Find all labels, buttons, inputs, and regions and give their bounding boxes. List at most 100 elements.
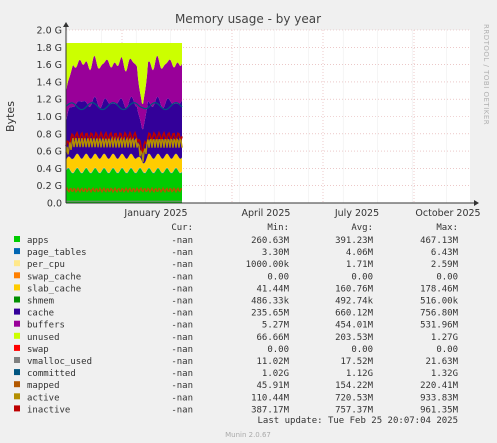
legend-min-vmalloc_used: 11.02M <box>256 357 289 367</box>
legend-header-min: Min: <box>267 223 289 233</box>
legend-swatch-swap_cache <box>14 272 20 279</box>
legend-header-cur: Cur: <box>171 223 193 233</box>
legend-swatch-apps <box>14 236 20 242</box>
legend-max-active: 933.83M <box>420 393 459 403</box>
legend-name-committed: committed <box>27 369 76 379</box>
last-update: Last update: Tue Feb 25 20:07:04 2025 <box>258 416 458 426</box>
legend-avg-per_cpu: 1.71M <box>346 260 374 270</box>
legend-swatch-shmem <box>14 296 20 303</box>
legend-max-cache: 756.80M <box>420 309 459 319</box>
y-tick-label: 1.8 G <box>37 43 63 54</box>
legend-name-buffers: buffers <box>27 321 65 331</box>
legend-avg-mapped: 154.22M <box>335 381 374 391</box>
y-axis-arrow <box>63 22 69 27</box>
legend-swatch-committed <box>14 369 20 376</box>
x-tick-label: April 2025 <box>242 208 291 219</box>
y-tick-label: 1.4 G <box>37 77 63 88</box>
legend-avg-swap_cache: 0.00 <box>351 272 373 282</box>
y-tick-label: 0.2 G <box>37 181 63 192</box>
legend-swatch-per_cpu <box>14 260 20 267</box>
legend-swatch-unused <box>14 332 20 339</box>
x-tick-label: January 2025 <box>123 208 187 219</box>
legend-name-cache: cache <box>27 309 54 319</box>
y-tick-label: 1.0 G <box>37 112 63 123</box>
legend-avg-committed: 1.12G <box>346 369 373 379</box>
legend-name-swap_cache: swap_cache <box>27 272 81 282</box>
legend-avg-vmalloc_used: 17.52M <box>340 357 373 367</box>
legend-cur-active: -nan <box>171 393 193 403</box>
legend-max-unused: 1.27G <box>431 333 458 343</box>
legend-max-inactive: 961.35M <box>420 405 459 415</box>
legend-swatch-mapped <box>14 381 20 388</box>
y-tick-label: 0.4 G <box>37 164 63 175</box>
legend-max-per_cpu: 2.59M <box>431 260 459 270</box>
legend-avg-buffers: 454.01M <box>335 321 374 331</box>
unused-area <box>66 42 182 105</box>
legend-header-max: Max: <box>436 223 458 233</box>
legend-avg-slab_cache: 160.76M <box>335 284 374 294</box>
legend-swatch-inactive <box>14 405 20 412</box>
legend-name-page_tables: page_tables <box>27 248 87 258</box>
legend-max-page_tables: 6.43M <box>431 248 459 258</box>
legend-cur-apps: -nan <box>171 236 193 246</box>
y-tick-label: 1.2 G <box>37 95 63 106</box>
legend-min-buffers: 5.27M <box>262 321 290 331</box>
x-tick-label: July 2025 <box>334 208 379 219</box>
legend-name-unused: unused <box>27 333 60 343</box>
legend-max-vmalloc_used: 21.63M <box>425 357 458 367</box>
legend-cur-inactive: -nan <box>171 405 193 415</box>
legend-name-slab_cache: slab_cache <box>27 284 81 294</box>
legend-max-buffers: 531.96M <box>420 321 459 331</box>
chart-title: Memory usage - by year <box>175 12 321 26</box>
legend-min-active: 110.44M <box>251 393 290 403</box>
legend-cur-vmalloc_used: -nan <box>171 357 193 367</box>
legend-name-apps: apps <box>27 236 49 246</box>
legend-cur-swap: -nan <box>171 345 193 355</box>
legend-cur-buffers: -nan <box>171 321 193 331</box>
legend-min-mapped: 45.91M <box>256 381 289 391</box>
legend-cur-unused: -nan <box>171 333 193 343</box>
legend-min-swap_cache: 0.00 <box>267 272 289 282</box>
legend-min-swap: 0.00 <box>267 345 289 355</box>
legend-avg-apps: 391.23M <box>335 236 374 246</box>
legend-max-apps: 467.13M <box>420 236 459 246</box>
x-axis-arrow <box>474 200 479 206</box>
legend-avg-cache: 660.12M <box>335 309 374 319</box>
legend-cur-page_tables: -nan <box>171 248 193 258</box>
legend-max-committed: 1.32G <box>431 369 458 379</box>
legend-cur-mapped: -nan <box>171 381 193 391</box>
stacked-area <box>66 167 182 174</box>
y-tick-label: 0.0 <box>47 199 62 210</box>
stacked-area <box>66 153 182 173</box>
stacked-area <box>66 96 182 164</box>
legend-max-swap_cache: 0.00 <box>436 272 458 282</box>
legend-swatch-active <box>14 393 20 400</box>
legend-name-mapped: mapped <box>27 381 60 391</box>
legend-cur-swap_cache: -nan <box>171 272 193 282</box>
y-tick-label: 1.6 G <box>37 60 63 71</box>
legend-min-shmem: 486.33k <box>251 297 290 307</box>
legend-swatch-slab_cache <box>14 284 20 291</box>
legend-min-page_tables: 3.30M <box>262 248 290 258</box>
legend-swatch-swap <box>14 344 20 351</box>
legend-header-avg: Avg: <box>351 223 373 233</box>
legend-cur-shmem: -nan <box>171 297 193 307</box>
y-tick-label: 2.0 G <box>37 26 63 37</box>
legend-name-per_cpu: per_cpu <box>27 260 65 270</box>
rrdtool-watermark: RRDTOOL / TOBI OETIKER <box>482 24 490 125</box>
stacked-area <box>66 55 182 130</box>
legend-name-vmalloc_used: vmalloc_used <box>27 357 92 367</box>
legend-swatch-buffers <box>14 320 20 327</box>
legend-max-slab_cache: 178.46M <box>420 284 459 294</box>
legend-avg-active: 720.53M <box>335 393 374 403</box>
legend-cur-slab_cache: -nan <box>171 284 193 294</box>
legend-name-active: active <box>27 393 60 403</box>
committed-line <box>65 102 183 111</box>
legend-avg-swap: 0.00 <box>351 345 373 355</box>
legend-swatch-page_tables <box>14 248 20 255</box>
legend-min-unused: 66.66M <box>256 333 289 343</box>
legend-max-shmem: 516.00k <box>420 297 459 307</box>
legend-avg-unused: 203.53M <box>335 333 374 343</box>
legend-min-apps: 260.63M <box>251 236 290 246</box>
